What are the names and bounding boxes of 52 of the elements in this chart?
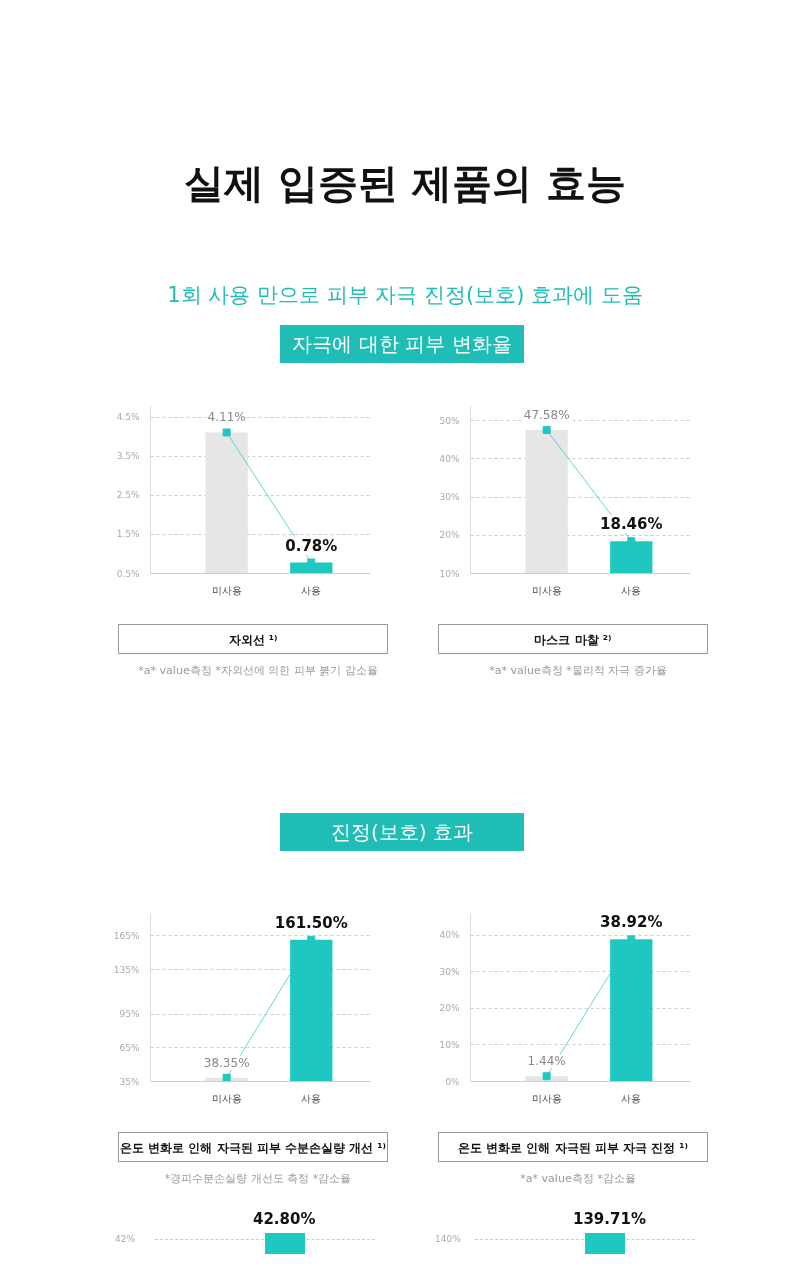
x-axis-title: 자외선 ¹⁾ (228, 632, 278, 649)
data-label: 38.35% (203, 1055, 250, 1070)
y-tick-label: 1.5% (116, 529, 140, 540)
data-label: 161.50% (274, 913, 348, 932)
y-tick-label: 20% (439, 530, 460, 541)
y-tick-label: 95% (119, 1009, 140, 1020)
data-label: 47.58% (523, 408, 570, 423)
data-label: 18.46% (600, 515, 663, 534)
y-tick-label: 30% (439, 492, 460, 503)
x-tick-label: 미사용 (211, 1092, 242, 1104)
x-axis-title: 온도 변화로 인해 자극된 피부 수분손실량 개선 ¹⁾ (120, 1133, 386, 1163)
y-tick-label: 20% (439, 1003, 460, 1014)
data-label: 38.92% (600, 913, 663, 932)
data-label: 4.11% (207, 410, 246, 425)
x-tick-label: 사용 (301, 1092, 322, 1104)
y-tick-label: 3.5% (116, 451, 140, 462)
y-tick-label: 135% (113, 964, 140, 975)
text: 139.71% (573, 1209, 646, 1230)
y-tick-label: 35% (119, 1076, 140, 1087)
x-axis-title: 마스크 마찰 ²⁾ (534, 632, 612, 649)
chart-subtitle: 1회 사용 만으로 피부 자극 진정(보호) 효과에 도움 (167, 282, 643, 309)
text: 자극에 대한 피부 변화율 (292, 331, 512, 358)
y-tick-label: 30% (439, 966, 460, 977)
text: *경피수분손실량 개선도 측정 *감소율 (164, 1171, 352, 1187)
y-tick-label: 0.5% (116, 568, 140, 579)
text: *a* value측정 *자외선에 의한 피부 붉기 감소율 (138, 663, 378, 679)
x-tick-label: 미사용 (531, 584, 562, 596)
y-tick-label: 40% (439, 930, 460, 941)
x-tick-label: 미사용 (211, 584, 242, 596)
x-tick-label: 사용 (621, 584, 642, 596)
chart-title: 실제 입증된 제품의 효능 (184, 159, 626, 208)
text: 140% (435, 1233, 461, 1246)
text: 42% (115, 1233, 136, 1246)
y-tick-label: 65% (119, 1042, 140, 1053)
y-tick-label: 2.5% (116, 490, 140, 501)
y-tick-label: 10% (439, 1039, 460, 1050)
data-label: 1.44% (527, 1054, 566, 1069)
y-tick-label: 10% (439, 568, 460, 579)
x-axis-title: 온도 변화로 인해 자극된 피부 자극 진정 ¹⁾ (458, 1140, 688, 1157)
text: *a* value측정 *물리적 자극 증가율 (489, 663, 667, 679)
y-tick-label: 4.5% (116, 412, 140, 423)
text: *a* value측정 *감소율 (520, 1171, 636, 1187)
text: 42.80% (253, 1209, 316, 1230)
y-tick-label: 50% (439, 415, 460, 426)
x-tick-label: 미사용 (531, 1092, 562, 1104)
x-tick-label: 사용 (621, 1092, 642, 1104)
y-tick-label: 0% (445, 1076, 460, 1087)
text: 진정(보호) 효과 (331, 819, 473, 846)
y-tick-label: 165% (113, 930, 140, 941)
data-label: 0.78% (285, 536, 338, 555)
y-tick-label: 40% (439, 453, 460, 464)
x-tick-label: 사용 (301, 584, 322, 596)
